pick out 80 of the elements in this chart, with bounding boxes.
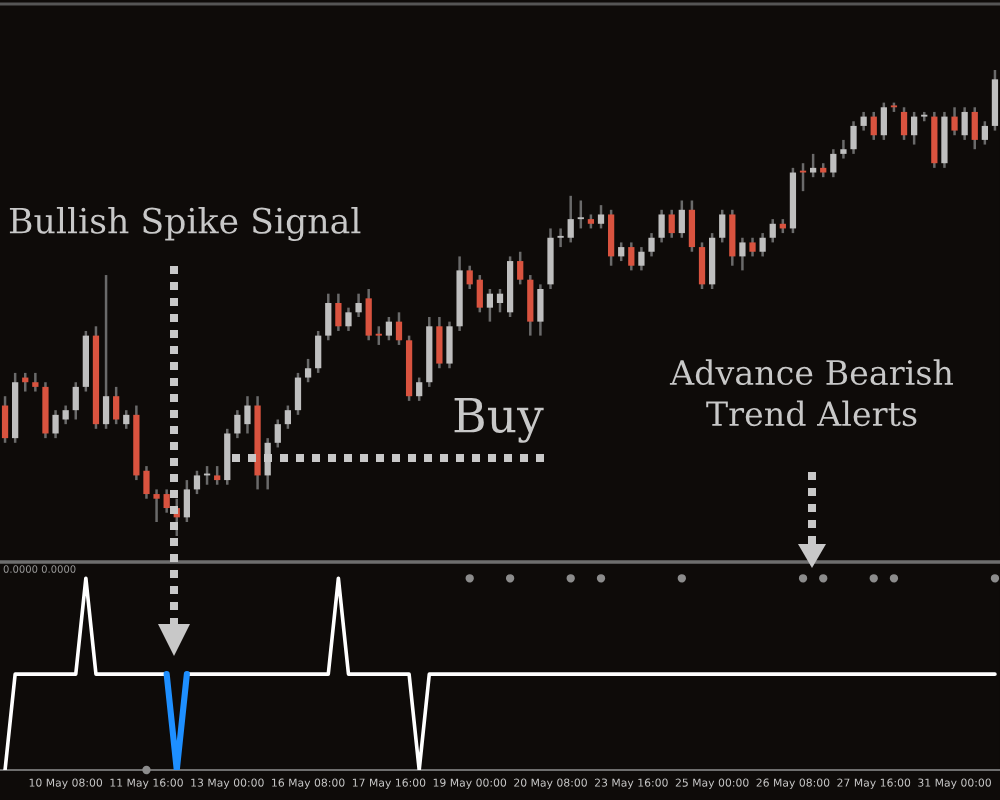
candlestick (870, 110, 877, 142)
candlestick (436, 315, 443, 370)
annotation: Advance Bearish Trend Alerts (669, 359, 953, 427)
candlestick (325, 292, 332, 342)
candlestick (32, 371, 39, 393)
annotation: Buy (454, 397, 544, 443)
candlestick (941, 110, 948, 170)
candlestick (62, 404, 69, 426)
candlestick (668, 208, 675, 240)
candlestick (799, 161, 807, 193)
candlestick (769, 217, 776, 244)
candlestick (113, 385, 120, 426)
candlestick (214, 464, 221, 486)
candlestick (1, 394, 9, 445)
candlestick (981, 120, 988, 146)
candlestick (698, 241, 706, 291)
candlestick (446, 320, 453, 370)
candlestick (395, 311, 403, 347)
candlestick (951, 106, 958, 137)
candlestick (971, 106, 978, 151)
candlestick (385, 315, 393, 342)
candlestick (183, 478, 190, 524)
candlestick (850, 120, 857, 156)
candlestick (658, 208, 665, 244)
candlestick (102, 273, 110, 431)
candlestick (911, 110, 918, 146)
candlestick (274, 418, 281, 449)
candlestick (880, 101, 887, 142)
candlestick (355, 292, 362, 319)
candlestick (517, 250, 524, 286)
candlestick (496, 287, 504, 314)
candlestick (486, 287, 494, 323)
candlestick (193, 469, 201, 496)
candlestick (638, 245, 645, 272)
candlestick (810, 152, 817, 179)
candlestick (931, 110, 938, 170)
candlestick (567, 194, 574, 244)
candlestick (607, 208, 615, 267)
candlestick (678, 199, 685, 240)
candlestick (123, 408, 130, 431)
candlestick (335, 292, 342, 333)
candlestick (597, 203, 605, 230)
candlestick (840, 138, 847, 160)
candlestick (537, 283, 544, 337)
candlestick (72, 380, 79, 421)
candlestick (557, 227, 564, 249)
candlestick (42, 380, 49, 440)
candlestick (315, 329, 322, 375)
candlestick (153, 488, 160, 524)
candlestick (708, 231, 716, 291)
candlestick (688, 199, 696, 253)
candlestick (628, 241, 635, 272)
candlestick (345, 306, 352, 333)
candlestick (375, 325, 382, 347)
candlestick (719, 208, 726, 244)
candlestick (547, 227, 554, 291)
candlestick (294, 371, 302, 417)
candlestick (52, 408, 59, 440)
candlestick (476, 273, 483, 314)
candlestick (284, 404, 292, 431)
candlestick (618, 241, 625, 263)
candlestick (143, 464, 150, 500)
candlestick (900, 106, 908, 142)
candlestick (830, 147, 837, 179)
candlestick (304, 357, 312, 384)
candlestick (416, 376, 423, 403)
candlestick (527, 273, 534, 337)
candlestick (991, 68, 999, 132)
candlestick (860, 110, 867, 132)
candlestick (739, 236, 746, 272)
candlestick (466, 264, 473, 291)
candlestick (961, 106, 968, 142)
candlestick (749, 236, 756, 258)
annotation: Bullish Spike Signal (9, 206, 361, 242)
candlestick (648, 231, 655, 258)
candlestick (729, 208, 736, 267)
candlestick (365, 287, 372, 342)
candlestick (577, 199, 584, 230)
candlestick (163, 488, 170, 514)
candlestick (759, 231, 766, 258)
